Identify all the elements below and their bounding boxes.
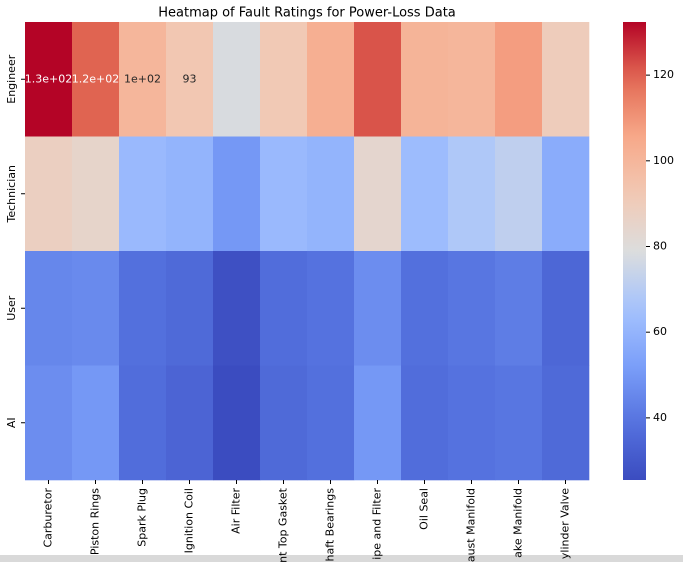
heatmap-cell bbox=[213, 251, 261, 366]
heatmap-cell bbox=[119, 136, 167, 252]
scroll-bar bbox=[0, 555, 683, 562]
heatmap-cell bbox=[354, 136, 402, 252]
x-tick-label: haft Bearings bbox=[324, 488, 337, 562]
heatmap-cell bbox=[166, 251, 214, 366]
y-tick-label: Engineer bbox=[5, 54, 18, 103]
heatmap-cell bbox=[166, 136, 214, 252]
heatmap-cell bbox=[25, 136, 73, 252]
heatmap-cell bbox=[260, 251, 308, 366]
heatmap-cell bbox=[401, 22, 449, 137]
heatmap-cell bbox=[72, 251, 120, 366]
heatmap-cell bbox=[307, 365, 355, 481]
heatmap-cell bbox=[260, 22, 308, 137]
heatmap-cell bbox=[72, 22, 120, 137]
heatmap-cell bbox=[401, 136, 449, 252]
heatmap-cell bbox=[213, 136, 261, 252]
heatmap-cell bbox=[25, 22, 73, 137]
heatmap-cell bbox=[448, 22, 496, 137]
heatmap-cell bbox=[448, 136, 496, 252]
heatmap-cell bbox=[166, 365, 214, 481]
y-tick-label: Technician bbox=[5, 165, 18, 224]
y-tick-label: User bbox=[5, 295, 18, 321]
heatmap-cell bbox=[166, 22, 214, 137]
colorbar-tick-label: 60 bbox=[653, 325, 667, 338]
colorbar-tick-label: 120 bbox=[653, 68, 674, 81]
cell-label: 1e+02 bbox=[124, 72, 161, 85]
heatmap-cell bbox=[448, 251, 496, 366]
heatmap-cell bbox=[495, 365, 543, 481]
x-tick-label: Carburetor bbox=[42, 488, 55, 548]
heatmap-cell bbox=[119, 22, 167, 137]
x-tick-label: ylinder Valve bbox=[559, 488, 572, 559]
heatmap-cell bbox=[307, 136, 355, 252]
x-tick-label: Oil Seal bbox=[418, 488, 431, 530]
cell-label: 93 bbox=[183, 72, 197, 85]
heatmap-cell bbox=[72, 365, 120, 481]
heatmap-cell bbox=[354, 22, 402, 137]
heatmap-cell bbox=[260, 365, 308, 481]
colorbar-tick-label: 100 bbox=[653, 154, 674, 167]
heatmap-cell bbox=[307, 22, 355, 137]
heatmap-cell bbox=[119, 251, 167, 366]
heatmap-cell bbox=[542, 136, 590, 252]
x-tick-label: nt Top Gasket bbox=[277, 487, 290, 562]
heatmap-cell bbox=[72, 136, 120, 252]
heatmap-cell bbox=[542, 365, 590, 481]
heatmap-cell bbox=[354, 251, 402, 366]
heatmap-cell bbox=[25, 251, 73, 366]
x-tick-label: Spark Plug bbox=[136, 488, 149, 547]
heatmap-cell bbox=[401, 251, 449, 366]
heatmap-cell bbox=[542, 22, 590, 137]
heatmap-cell bbox=[213, 22, 261, 137]
cell-label: 1.2e+02 bbox=[72, 72, 119, 85]
heatmap-cell bbox=[542, 251, 590, 366]
cell-label: 1.3e+02 bbox=[25, 72, 72, 85]
x-tick-label: Air Filter bbox=[230, 488, 243, 534]
x-tick-label: ake Manifold bbox=[512, 488, 525, 558]
x-tick-label: ipe and Filter bbox=[371, 488, 384, 560]
heatmap-cell bbox=[119, 365, 167, 481]
heatmap-cell bbox=[495, 251, 543, 366]
y-tick-label: AI bbox=[5, 417, 18, 428]
heatmap-cell bbox=[401, 365, 449, 481]
colorbar-tick-label: 80 bbox=[653, 240, 667, 253]
heatmap-cell bbox=[25, 365, 73, 481]
x-tick-label: aust Manifold bbox=[465, 488, 478, 562]
chart-title: Heatmap of Fault Ratings for Power-Loss … bbox=[158, 6, 456, 21]
x-tick-label: Piston Rings bbox=[89, 488, 102, 555]
heatmap-cell bbox=[260, 136, 308, 252]
colorbar-tick-label: 40 bbox=[653, 411, 667, 424]
colorbar bbox=[623, 22, 646, 480]
heatmap-cell bbox=[495, 22, 543, 137]
heatmap-cell bbox=[448, 365, 496, 481]
heatmap-cell bbox=[495, 136, 543, 252]
x-tick-label: Ignition Coil bbox=[183, 488, 196, 553]
heatmap-cell bbox=[354, 365, 402, 481]
heatmap-cell bbox=[213, 365, 261, 481]
heatmap-cell bbox=[307, 251, 355, 366]
